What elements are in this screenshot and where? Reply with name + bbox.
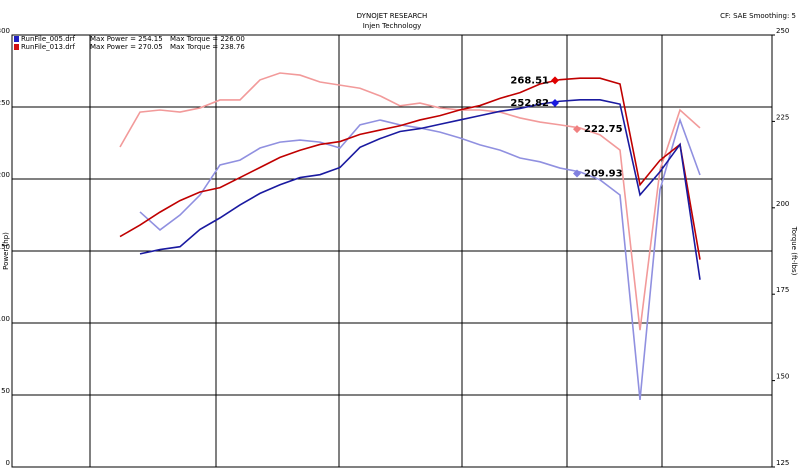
legend-torque: Max Torque = 238.76 <box>170 43 245 51</box>
annotation-label: 252.82 <box>510 98 549 109</box>
y-tick-label: 300 <box>0 27 10 35</box>
y2-tick-label: 225 <box>776 113 789 121</box>
y2-tick-label: 175 <box>776 286 789 294</box>
legend-power: Max Power = 254.15 <box>90 35 163 43</box>
legend-torque: Max Torque = 226.00 <box>170 35 245 43</box>
series-line <box>119 77 701 260</box>
annotation-label: 268.51 <box>510 75 549 86</box>
y-tick-label: 100 <box>0 315 10 323</box>
annotation-marker <box>573 125 581 134</box>
y2-tick-label: 250 <box>776 27 789 35</box>
legend-file: RunFile_005.drf <box>21 35 76 43</box>
y2-axis-title: Torque (ft-lbs) <box>790 226 798 276</box>
y2-tick-label: 150 <box>776 373 789 381</box>
legend-file: RunFile_013.drf <box>21 43 76 51</box>
y2-tick-label: 125 <box>776 459 789 467</box>
y-tick-label: 250 <box>0 99 10 107</box>
y-tick-label: 0 <box>6 459 10 467</box>
annotation-marker <box>551 98 559 107</box>
annotation-marker <box>573 169 581 178</box>
y-tick-label: 50 <box>1 387 10 395</box>
annotation-label: 209.93 <box>584 168 623 179</box>
chart-title: DYNOJET RESEARCH <box>357 12 428 20</box>
chart-subtitle: Injen Technology <box>363 22 422 30</box>
y-tick-label: 150 <box>0 243 10 251</box>
y2-tick-label: 200 <box>776 200 789 208</box>
legend-swatch <box>14 36 19 42</box>
y-axis-title: Power (hp) <box>2 232 10 270</box>
annotation-label: 222.75 <box>584 124 623 135</box>
y-tick-label: 200 <box>0 171 10 179</box>
annotation-marker <box>551 76 559 85</box>
legend-swatch <box>14 44 19 50</box>
legend-power: Max Power = 270.05 <box>90 43 163 51</box>
settings-note: CF: SAE Smoothing: 5 <box>720 12 796 20</box>
series-line <box>119 72 701 331</box>
series-line <box>139 99 701 280</box>
